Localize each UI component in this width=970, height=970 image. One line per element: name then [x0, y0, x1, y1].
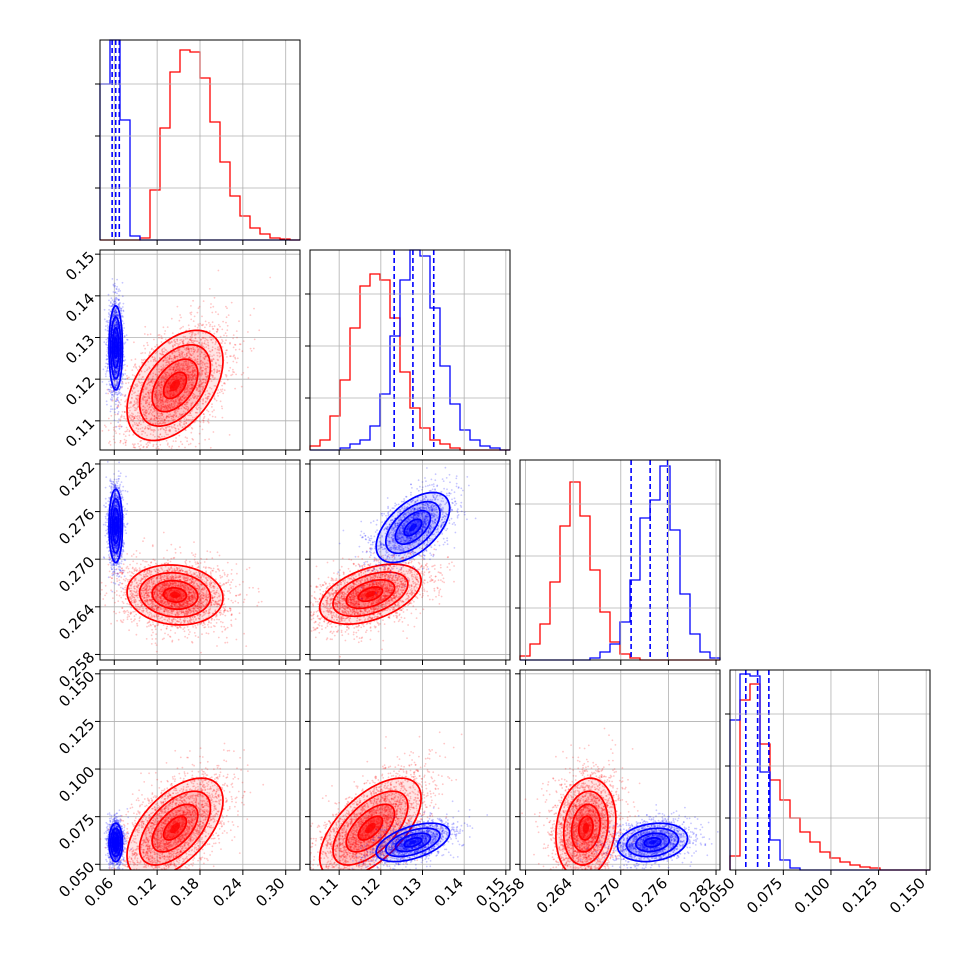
scatter-red-samples [521, 727, 641, 870]
contour-red [162, 586, 188, 603]
scatter-panel [101, 269, 272, 450]
contour-red [345, 579, 396, 610]
histogram-blue-series [520, 465, 721, 661]
contour-blue [111, 832, 120, 853]
contour-blue [109, 827, 122, 858]
contour-red [332, 790, 409, 866]
contour-red [318, 563, 422, 625]
contour-red [357, 815, 384, 841]
histogram-blue-series [729, 673, 930, 871]
contour-red [138, 790, 212, 866]
x-tick-label: 0.270 [581, 874, 624, 917]
y-tick-label: 0.270 [55, 553, 98, 596]
contour-blue [111, 327, 120, 369]
contour-red [357, 586, 384, 603]
contour-red [162, 815, 188, 841]
contour-blue [643, 836, 662, 848]
contour-red [126, 777, 224, 870]
contour-red [162, 371, 188, 400]
y-tick-label: 0.12 [62, 373, 98, 409]
contour-blue [403, 518, 423, 537]
y-tick-label: 0.282 [55, 458, 98, 501]
y-tick-label: 0.15 [62, 248, 98, 284]
y-tick-label: 0.13 [62, 331, 98, 367]
contour-red [151, 358, 199, 413]
y-tick-label: 0.276 [55, 505, 98, 548]
contour-blue [616, 822, 689, 863]
histogram-blue-series [310, 249, 510, 451]
contour-red [151, 579, 199, 611]
x-tick-label: 0.13 [389, 874, 425, 910]
contour-blue [113, 836, 119, 849]
contour-blue [108, 305, 124, 391]
y-tick-label: 0.14 [62, 289, 98, 325]
scatter-panel [100, 461, 263, 654]
contour-blue [111, 507, 120, 545]
contour-blue [394, 509, 432, 545]
contour-blue [113, 516, 119, 536]
x-tick-label: 0.264 [533, 874, 576, 917]
histogram-red-series [309, 273, 510, 451]
contour-red [562, 790, 609, 866]
x-tick-label: 0.30 [252, 874, 288, 910]
histogram-red-series [100, 49, 300, 241]
contour-blue [375, 491, 451, 564]
contour-red [126, 329, 224, 442]
contour-red [138, 571, 212, 618]
x-tick-label: 0.12 [347, 874, 383, 910]
y-tick-label: 0.11 [62, 414, 98, 450]
contour-blue [108, 822, 124, 863]
y-tick-label: 0.075 [55, 810, 98, 853]
x-tick-label: 0.100 [791, 874, 834, 917]
contour-red [555, 777, 617, 870]
contour-blue [384, 500, 441, 555]
x-tick-label: 0.14 [431, 874, 467, 910]
contour-red [126, 564, 224, 626]
x-tick-label: 0.18 [166, 874, 202, 910]
contour-red [151, 803, 199, 853]
contour-red [577, 815, 594, 841]
y-tick-label: 0.125 [55, 715, 98, 758]
y-tick-label: 0.100 [55, 763, 98, 806]
contour-blue [384, 827, 441, 858]
contour-blue [375, 822, 451, 863]
x-tick-label: 0.276 [628, 874, 671, 917]
x-tick-label: 0.12 [124, 874, 160, 910]
x-tick-label: 0.150 [886, 874, 929, 917]
contour-blue [109, 497, 122, 554]
x-tick-label: 0.075 [743, 874, 786, 917]
contour-blue [109, 315, 122, 380]
y-tick-label: 0.264 [55, 600, 98, 643]
scatter-panel [310, 466, 477, 658]
contour-red [345, 803, 396, 853]
contour-blue [635, 832, 671, 853]
histogram-panel [519, 460, 721, 661]
contour-blue [625, 827, 680, 858]
contour-blue [108, 488, 124, 564]
contour-blue [403, 836, 423, 848]
contour-blue [394, 832, 432, 853]
scatter-panel [310, 731, 489, 870]
contour-blue [113, 336, 119, 359]
scatter-panel [521, 727, 719, 870]
contour-red [570, 803, 602, 853]
contour-red [332, 571, 409, 618]
histogram-panel [309, 249, 510, 451]
x-tick-label: 0.24 [209, 874, 245, 910]
scatter-panel [100, 742, 265, 870]
x-tick-label: 0.125 [838, 874, 881, 917]
x-tick-label: 0.11 [306, 874, 342, 910]
histogram-panel [729, 670, 930, 871]
contour-red [138, 343, 212, 427]
